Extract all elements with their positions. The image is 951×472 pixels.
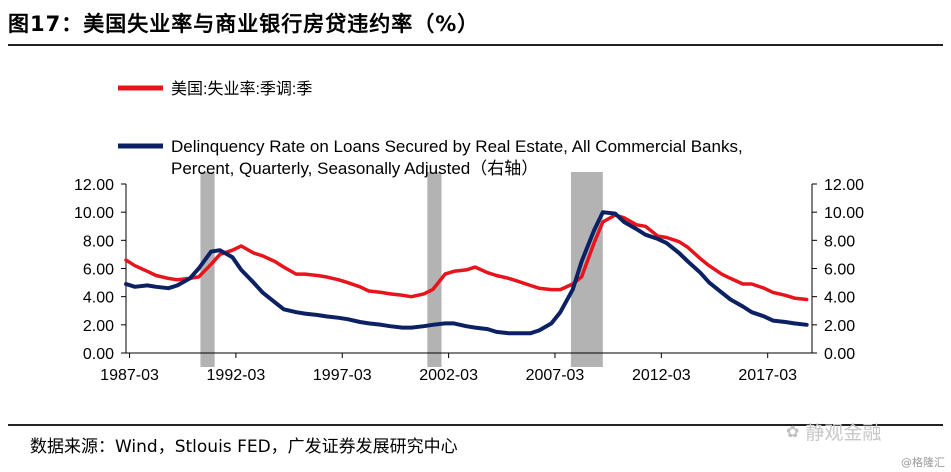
y-right-tick-label-2: 4.00 <box>824 290 855 307</box>
watermark-credit: @格隆汇 <box>901 456 945 469</box>
recession-band-2 <box>570 172 603 367</box>
legend: 美国:失业率:季调:季 Delinquency Rate on Loans Se… <box>118 80 743 178</box>
y-left-tick-label-0: 0.00 <box>83 346 114 363</box>
series-line-delinquency <box>124 210 809 336</box>
x-tick-label-1: 1992-03 <box>207 367 266 384</box>
y-left-tick-label-2: 4.00 <box>83 290 114 307</box>
y-left-tick-label-3: 6.00 <box>83 262 114 279</box>
bottom-rule <box>8 424 943 426</box>
y-right-tick-label-6: 12.00 <box>824 177 864 194</box>
axes: 0.00 2.00 4.00 6.00 8.00 10.00 12.00 0.00 2.00 4.… <box>74 177 864 384</box>
x-tick-label-3: 2002-03 <box>419 367 478 384</box>
y-left-tick-label-4: 8.00 <box>83 233 114 250</box>
series-line-unemployment <box>124 213 809 302</box>
watermark-brand: 静观金融 <box>805 422 882 444</box>
watermark: ✿ 静观金融 <box>786 418 881 445</box>
chart-title: 图17：美国失业率与商业银行房贷违约率（%） <box>8 12 480 36</box>
x-tick-label-2: 1997-03 <box>313 367 372 384</box>
y-left-tick-label-1: 2.00 <box>83 318 114 335</box>
y-right-tick-label-4: 8.00 <box>824 233 855 250</box>
y-left-tick-label-6: 12.00 <box>74 177 114 194</box>
y-right-tick-label-3: 6.00 <box>824 262 855 279</box>
y-left-tick-label-5: 10.00 <box>74 205 114 222</box>
legend-label-unemployment: 美国:失业率:季调:季 <box>171 80 312 98</box>
y-right-tick-label-1: 2.00 <box>824 318 855 335</box>
y-right-tick-label-5: 10.00 <box>824 205 864 222</box>
top-rule <box>8 44 943 46</box>
recession-bands <box>200 172 603 367</box>
x-tick-label-5: 2012-03 <box>632 367 691 384</box>
x-tick-label-0: 1987-03 <box>100 367 159 384</box>
source-note: 数据来源：Wind，Stlouis FED，广发证券发展研究中心 <box>30 437 458 457</box>
legend-label-delinquency: Delinquency Rate on Loans Secured by Rea… <box>171 137 743 156</box>
recession-band-1 <box>427 172 442 367</box>
series-lines <box>124 210 809 336</box>
x-tick-label-4: 2007-03 <box>526 367 585 384</box>
y-right-tick-label-0: 0.00 <box>824 346 855 363</box>
x-tick-label-6: 2017-03 <box>738 367 797 384</box>
wechat-icon: ✿ <box>786 422 800 441</box>
legend-label-delinquency-line2: Percent, Quarterly, Seasonally Adjusted（… <box>171 159 538 178</box>
